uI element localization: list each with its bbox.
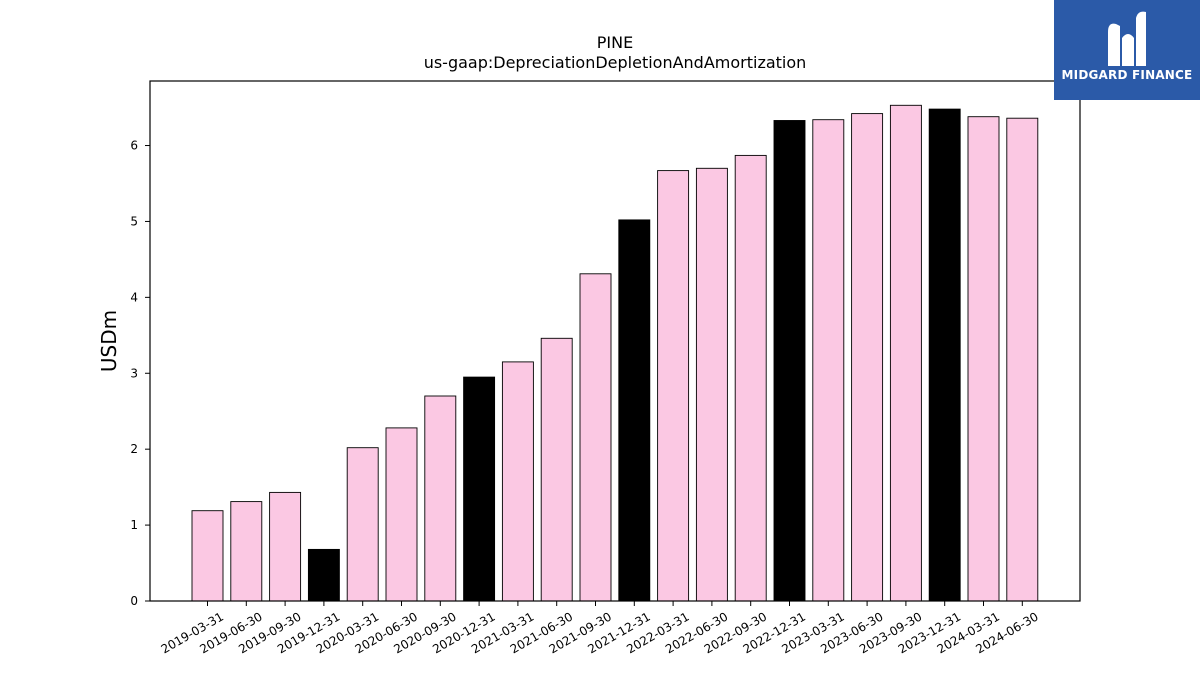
plot-frame [149,80,1081,602]
bar-2021-06-30 [540,337,573,602]
bar-2023-03-31 [812,119,845,602]
bar-2023-12-31 [928,108,961,602]
midgard-finance-logo: MIDGARD FINANCE [1054,0,1200,100]
bar-2022-12-31 [773,120,806,602]
y-tick-label: 2 [130,442,138,456]
bar-2019-03-31 [191,510,224,602]
bar-group [191,104,1039,602]
y-tick-label: 0 [130,594,138,608]
y-tick-label: 4 [130,290,138,304]
bar-2022-09-30 [734,154,767,602]
bar-2019-09-30 [269,491,302,602]
logo-text: MIDGARD FINANCE [1061,68,1193,82]
x-axis-ticks: 2019-03-312019-06-302019-09-302019-12-31… [159,601,1041,656]
y-tick-label: 3 [130,366,138,380]
bar-2019-06-30 [230,501,263,602]
y-axis-label: USDm [97,310,121,372]
bar-2022-06-30 [695,167,728,602]
bar-2021-03-31 [501,361,534,602]
y-axis-ticks: 0 1 2 3 4 5 6 [130,139,150,608]
y-tick-label: 6 [130,139,138,153]
bar-2019-12-31 [307,548,340,602]
chart-title: PINE [597,33,633,52]
logo-mark-icon [1108,11,1146,67]
bar-2023-06-30 [851,113,884,602]
bar-2023-09-30 [889,104,922,602]
bar-2020-06-30 [385,427,418,602]
y-tick-label: 5 [130,214,138,228]
bar-2021-12-31 [618,219,651,602]
bar-2020-03-31 [346,447,379,602]
bar-2024-03-31 [967,116,1000,602]
bar-2020-12-31 [463,376,496,602]
bar-2024-06-30 [1006,117,1039,602]
bar-2020-09-30 [424,395,457,602]
y-tick-label: 1 [130,518,138,532]
bar-2021-09-30 [579,273,612,602]
chart-subtitle: us-gaap:DepreciationDepletionAndAmortiza… [424,53,807,72]
bar-2022-03-31 [657,170,690,602]
